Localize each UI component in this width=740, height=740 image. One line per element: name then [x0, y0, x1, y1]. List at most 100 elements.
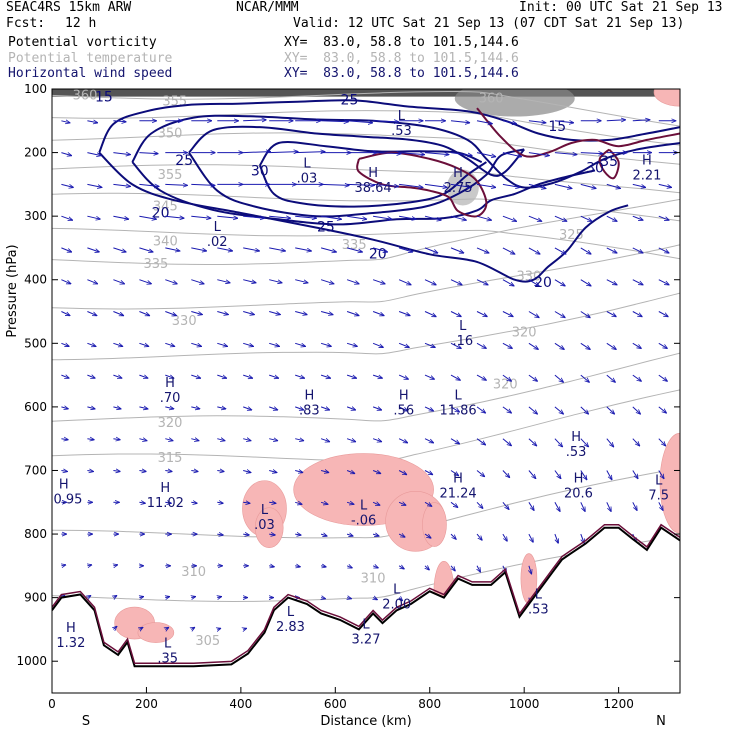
wind-vector	[502, 152, 522, 157]
wind-vector	[554, 406, 564, 414]
wind-vector	[217, 471, 224, 472]
stratosphere-band	[52, 89, 680, 97]
wind-vector	[191, 375, 200, 378]
wind-vector	[295, 375, 304, 378]
extremum-letter: H	[165, 376, 175, 391]
wind-vector	[372, 502, 380, 505]
theta-label: 315	[158, 451, 183, 466]
wind-vector	[295, 279, 308, 283]
wind-vector	[424, 438, 434, 443]
wind-vector	[87, 343, 96, 346]
plot-frame	[51, 88, 681, 694]
extremum-letter: L	[459, 319, 467, 334]
wind-vector	[658, 215, 669, 220]
wind-vector	[113, 407, 121, 409]
wind-speed-label: 20	[534, 275, 552, 291]
extremum-value: 7.5	[648, 488, 669, 503]
wind-vector	[87, 596, 90, 598]
wind-vector	[476, 247, 489, 253]
extremum-L: L.03	[254, 503, 275, 533]
wind-vector	[398, 566, 404, 569]
wind-vector	[502, 311, 513, 317]
wind-vector	[658, 374, 668, 381]
wind-vector	[502, 470, 510, 478]
wind-vector	[113, 215, 128, 219]
wind-speed-label: 15	[95, 89, 113, 105]
pv-contour-line	[476, 107, 680, 158]
extremum-letter: H	[453, 471, 463, 486]
extremum-letter: H	[453, 166, 463, 181]
wind-vector	[191, 216, 211, 218]
pv-fill-area	[653, 89, 680, 107]
wind-vector	[347, 215, 367, 219]
wind-vector	[502, 406, 512, 413]
wind-vector	[632, 438, 640, 446]
wind-vector	[165, 407, 174, 409]
extremum-L: L2.83	[276, 605, 305, 635]
wind-vector	[502, 120, 517, 124]
y-tick-label: 100	[24, 82, 47, 96]
wind-vector	[658, 279, 669, 285]
wind-vector	[139, 502, 145, 503]
wind-vector	[580, 470, 587, 480]
wind-vector	[424, 501, 432, 506]
wind-vector	[295, 247, 311, 251]
wind-vector	[295, 407, 304, 410]
wind-vector	[61, 375, 69, 378]
wind-vector	[528, 152, 549, 156]
wind-vector	[528, 183, 546, 188]
extremum-L: L.02	[207, 220, 228, 250]
theta-label: 320	[158, 416, 183, 431]
wind-vector	[347, 121, 373, 123]
wind-vector	[295, 471, 303, 473]
wind-vector	[217, 597, 221, 598]
extremum-H: H.70	[160, 376, 181, 406]
extremum-H: H.56	[393, 389, 414, 419]
wind-vector	[398, 406, 408, 411]
x-tick-label: 0	[48, 697, 56, 711]
wind-vector	[528, 247, 540, 254]
wind-vector	[243, 152, 270, 153]
wind-vector	[243, 471, 251, 473]
wind-vector	[554, 183, 572, 188]
theta-contour-line	[52, 244, 680, 310]
wind-vector	[554, 121, 574, 123]
wind-vector	[476, 374, 486, 380]
wind-vector	[476, 533, 482, 540]
wind-vector	[372, 375, 382, 378]
wind-vector	[139, 153, 158, 154]
wind-vector	[61, 471, 67, 472]
wind-vector	[61, 407, 68, 409]
wind-vector	[320, 534, 327, 536]
wind-speed-contour-25	[131, 114, 680, 189]
wind-vector	[113, 439, 120, 440]
wind-vector	[502, 533, 507, 541]
wind-vector	[528, 215, 542, 221]
wind-vector	[399, 183, 423, 187]
extremum-value: .53	[528, 603, 549, 618]
wind-vector	[528, 502, 534, 510]
wind-vector	[606, 183, 621, 188]
wind-vector	[632, 502, 637, 510]
wind-vector	[580, 183, 596, 188]
wind-vector	[528, 533, 533, 542]
wind-vector	[113, 184, 130, 186]
wind-vector	[87, 183, 102, 187]
extremum-L: L2.00	[382, 583, 411, 613]
wind-vector	[398, 311, 410, 316]
wind-vector	[528, 438, 537, 446]
wind-vector	[217, 628, 220, 629]
wind-vector	[295, 152, 325, 153]
wind-vector	[450, 121, 470, 123]
wind-vector	[372, 279, 385, 284]
wind-vector	[580, 374, 590, 382]
y-tick-label: 500	[24, 336, 47, 350]
valid-time: Valid: 12 UTC Sat 21 Sep 13 (07 CDT Sat …	[293, 16, 685, 31]
wind-speed-label: 25	[317, 220, 335, 236]
wind-vector	[606, 279, 617, 285]
wind-vector	[450, 374, 460, 380]
wind-vector	[217, 247, 232, 251]
theta-contour-line	[52, 352, 680, 422]
